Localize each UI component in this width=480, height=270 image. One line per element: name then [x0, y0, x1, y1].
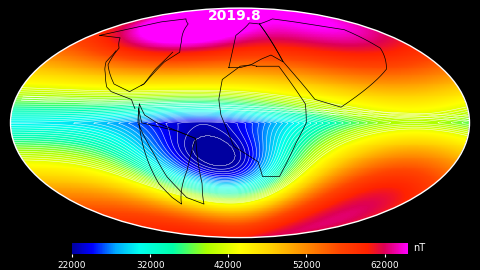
Text: 2019.8: 2019.8 — [208, 9, 262, 23]
Text: nT: nT — [413, 243, 425, 254]
